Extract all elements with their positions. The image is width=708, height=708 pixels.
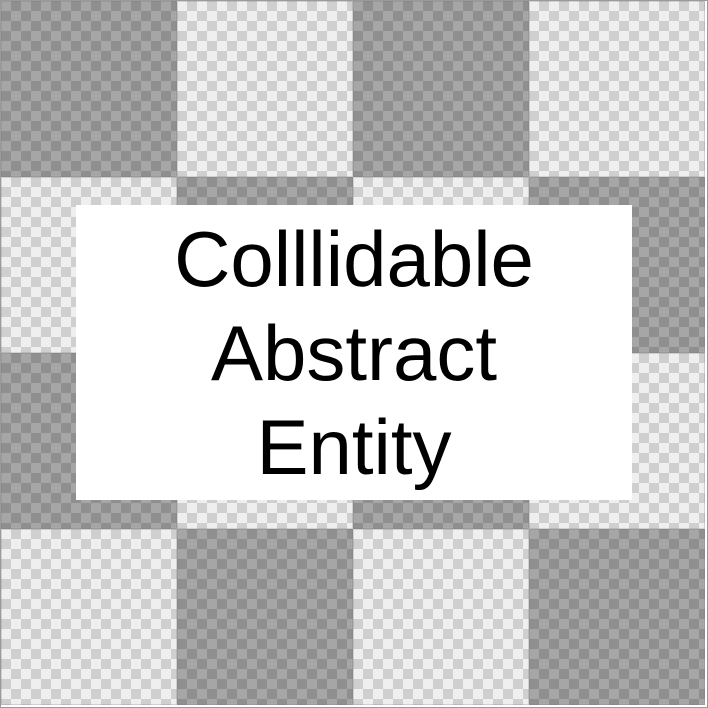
checker-tile: [1, 529, 177, 705]
checker-tile: [353, 1, 529, 177]
checker-tile: [353, 529, 529, 705]
label-line-1: Colllidable: [174, 214, 534, 303]
checker-tile: [177, 1, 353, 177]
checker-tile: [177, 529, 353, 705]
label-line-2: Abstract: [210, 308, 498, 397]
checker-tile: [1, 1, 177, 177]
checker-tile: [529, 529, 705, 705]
label-line-3: Entity: [256, 402, 452, 491]
checker-tile: [529, 1, 705, 177]
entity-label-box: Colllidable Abstract Entity: [76, 205, 632, 500]
